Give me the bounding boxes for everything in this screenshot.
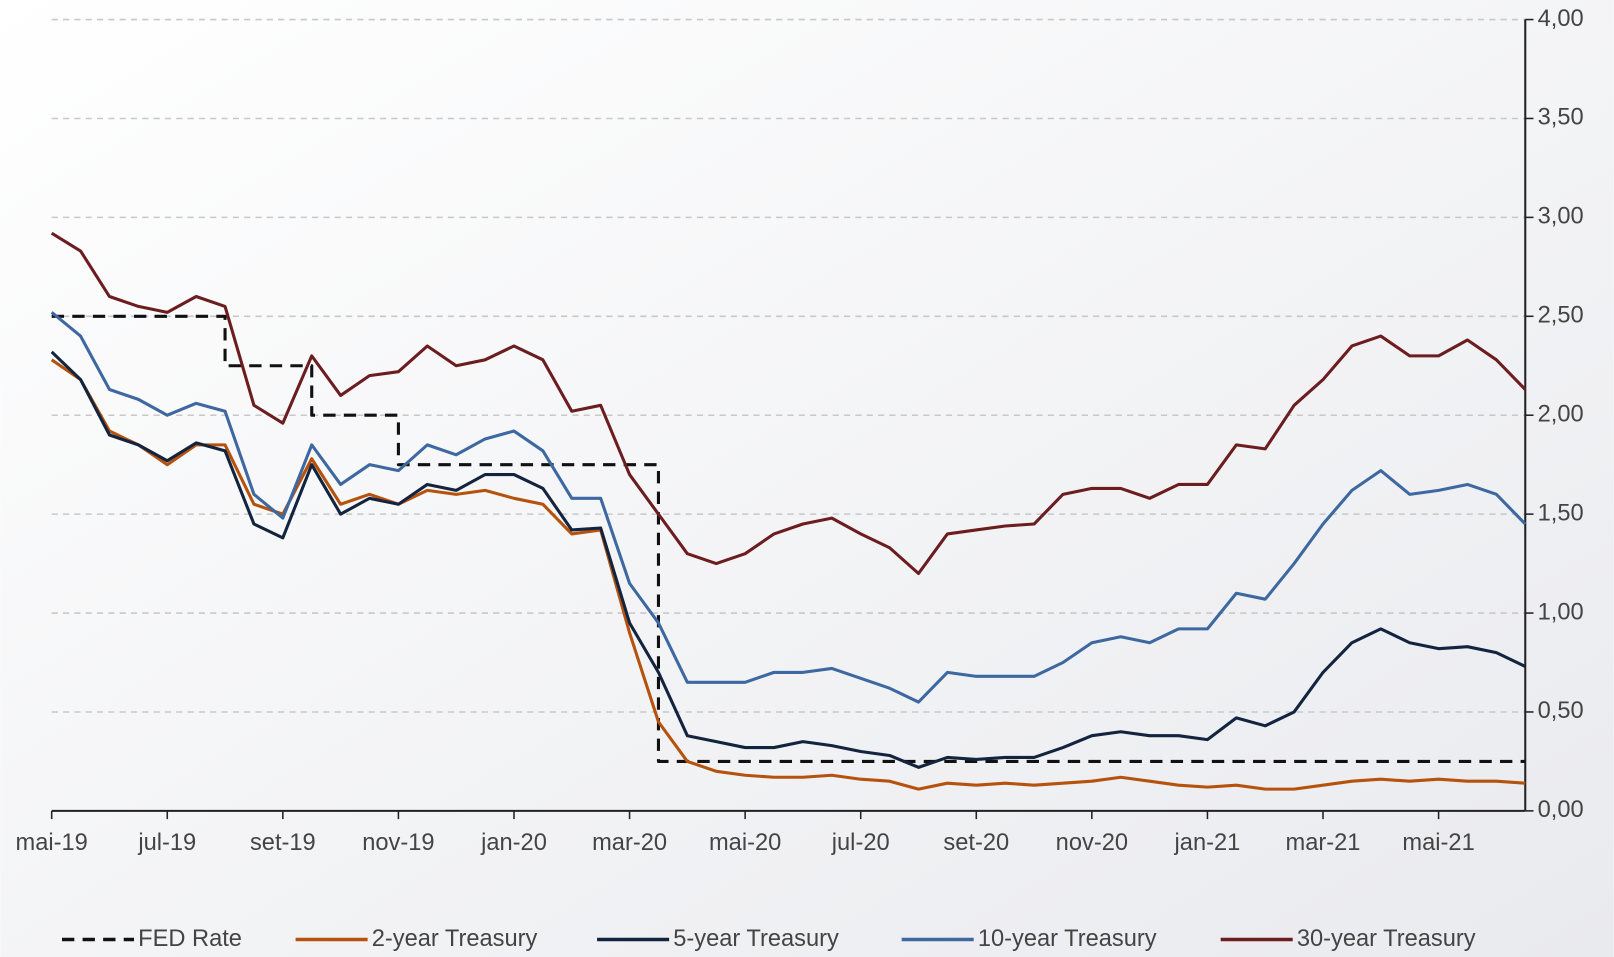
legend-label: 10-year Treasury	[978, 926, 1157, 952]
y-tick-label: 1,50	[1538, 500, 1584, 526]
y-tick-label: 0,50	[1538, 698, 1584, 724]
series-line	[50, 358, 1526, 791]
x-tick-label: mai-20	[709, 830, 781, 856]
y-tick-label: 4,00	[1538, 6, 1584, 32]
y-tick-label: 0,00	[1538, 797, 1584, 823]
x-tick-label: set-19	[250, 830, 316, 856]
y-tick-label: 2,00	[1538, 401, 1584, 427]
series-line	[51, 314, 1526, 763]
y-tick-label: 3,00	[1538, 204, 1584, 230]
x-tick-label: jan-20	[480, 830, 547, 856]
x-tick-label: mai-19	[16, 830, 88, 856]
x-tick-label: mar-21	[1286, 830, 1361, 856]
legend-label: 30-year Treasury	[1297, 926, 1476, 952]
series-line	[50, 350, 1526, 769]
legend-label: FED Rate	[138, 926, 242, 952]
legend-label: 5-year Treasury	[673, 926, 839, 952]
x-tick-label: nov-19	[362, 830, 434, 856]
x-tick-label: jul-19	[137, 830, 196, 856]
x-tick-label: mar-20	[592, 830, 667, 856]
y-tick-label: 2,50	[1538, 303, 1584, 329]
series-line	[50, 231, 1527, 576]
y-tick-label: 1,00	[1538, 599, 1584, 625]
x-tick-label: mai-21	[1402, 830, 1474, 856]
y-tick-label: 3,50	[1538, 105, 1584, 131]
x-tick-label: nov-20	[1056, 830, 1128, 856]
x-tick-label: jul-20	[831, 830, 890, 856]
legend-label: 2-year Treasury	[372, 926, 538, 952]
x-tick-label: jan-21	[1174, 830, 1241, 856]
x-tick-label: set-20	[943, 830, 1009, 856]
series-line	[50, 311, 1527, 704]
